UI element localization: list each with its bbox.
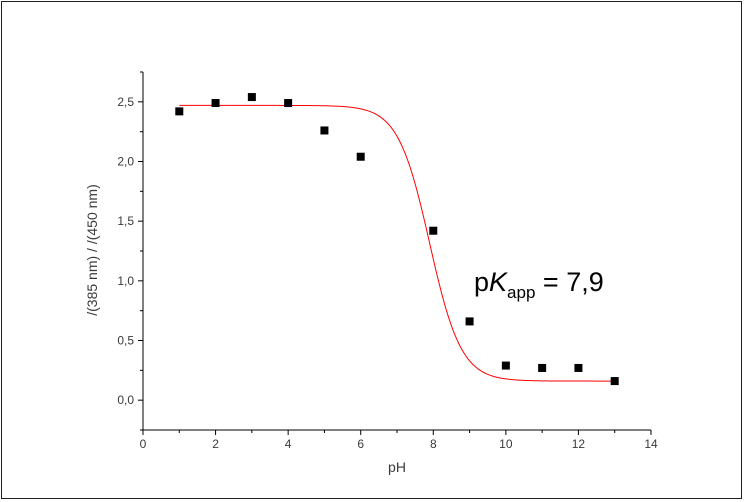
x-tick-label: 12 <box>572 437 586 451</box>
data-point <box>429 226 438 235</box>
x-tick-label: 4 <box>285 437 292 451</box>
pka-annotation: pKapp = 7,9 <box>474 267 604 302</box>
y-tick-label: 0,0 <box>117 393 134 407</box>
x-tick-label: 0 <box>140 437 147 451</box>
pka-value: = 7,9 <box>535 267 603 297</box>
x-tick-label: 14 <box>644 437 658 451</box>
data-point <box>574 363 583 372</box>
y-tick-label: 2,0 <box>117 155 134 169</box>
x-tick-label: 2 <box>212 437 219 451</box>
data-point <box>538 363 547 372</box>
y-tick-label: 2,5 <box>117 95 134 109</box>
axes <box>142 72 651 431</box>
data-point <box>284 99 293 108</box>
y-tick-label: 0,5 <box>117 334 134 348</box>
x-tick-label: 10 <box>499 437 513 451</box>
pka-prefix: p <box>474 267 489 297</box>
pka-subscript: app <box>507 283 535 302</box>
y-axis-title: /(385 nm) / /(450 nm) <box>84 184 100 316</box>
pka-k: K <box>489 267 508 297</box>
x-axis-ticks: 0 2 4 6 8 10 12 14 <box>140 430 658 451</box>
y-tick-label: 1,0 <box>117 274 134 288</box>
y-axis-ticks: 0,0 0,5 1,0 1,5 2,0 2,5 <box>117 71 143 431</box>
y-tick-label: 1,5 <box>117 214 134 228</box>
data-point <box>610 377 619 386</box>
data-points <box>175 93 619 386</box>
data-point <box>501 361 510 370</box>
x-axis-title: pH <box>388 459 406 475</box>
data-point <box>320 126 329 135</box>
data-point <box>465 317 474 326</box>
data-point <box>211 99 220 108</box>
x-tick-label: 8 <box>430 437 437 451</box>
data-point <box>356 152 365 161</box>
x-tick-label: 6 <box>357 437 364 451</box>
data-point <box>247 93 256 102</box>
data-point <box>175 107 184 116</box>
fit-curve <box>179 104 615 382</box>
